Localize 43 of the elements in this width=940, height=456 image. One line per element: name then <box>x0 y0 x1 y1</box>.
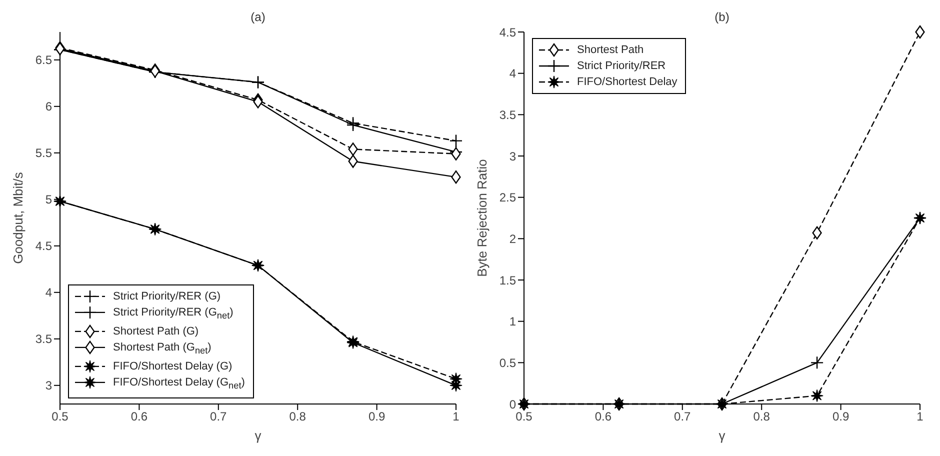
y-tick-label: 1.5 <box>499 273 516 288</box>
x-tick-label: 0.7 <box>210 410 228 424</box>
legend-label: Strict Priority/RER <box>577 60 666 72</box>
y-tick-label: 6 <box>45 100 52 114</box>
y-tick-label: 3 <box>45 378 52 393</box>
y-axis-title: Byte Rejection Ratio <box>474 159 490 277</box>
x-axis-title: γ <box>718 428 726 443</box>
legend-label: Shortest Path <box>577 44 644 56</box>
x-tick-label: 1 <box>916 410 924 424</box>
x-tick-label: 0.6 <box>594 410 612 424</box>
legend-label: Strict Priority/RER (G) <box>113 290 221 302</box>
y-tick-label: 6.5 <box>35 53 52 68</box>
y-tick-label: 4.5 <box>499 25 516 40</box>
legend-label: Strict Priority/RER (G$_{net}$) <box>113 306 234 321</box>
y-tick-label: 4 <box>509 66 516 81</box>
legend-label: FIFO/Shortest Delay <box>577 76 678 88</box>
y-tick-label: 4 <box>45 286 52 300</box>
x-tick-label: 0.8 <box>289 410 306 424</box>
y-tick-label: 2 <box>509 232 516 246</box>
y-tick-label: 3.5 <box>499 108 516 122</box>
legend-label: FIFO/Shortest Delay (G) <box>113 360 232 373</box>
legend-label: Shortest Path (G) <box>113 326 199 338</box>
x-tick-label: 0.9 <box>368 410 386 424</box>
legend-label: Shortest Path (G$_{net}$) <box>113 342 212 356</box>
legend-label: FIFO/Shortest Delay (G$_{net}$) <box>113 376 245 391</box>
y-tick-label: 3 <box>509 149 516 164</box>
y-tick-label: 2.5 <box>499 190 516 205</box>
x-axis-title: γ <box>254 428 262 443</box>
chart-title: (b) <box>714 10 730 24</box>
y-tick-label: 5 <box>45 192 52 207</box>
x-tick-label: 1 <box>452 410 460 424</box>
x-tick-label: 0.7 <box>674 410 692 424</box>
y-tick-label: 0.5 <box>499 356 516 370</box>
y-axis-title: Goodput, Mbit/s <box>10 172 26 264</box>
y-tick-label: 0 <box>509 397 516 412</box>
x-tick-label: 0.6 <box>130 410 148 424</box>
chart-title: (a) <box>250 10 266 24</box>
y-tick-label: 5.5 <box>35 146 52 160</box>
y-tick-label: 3.5 <box>35 332 52 346</box>
x-tick-label: 0.8 <box>753 410 770 424</box>
x-tick-label: 0.9 <box>832 410 850 424</box>
y-tick-label: 4.5 <box>35 239 52 254</box>
y-tick-label: 1 <box>509 314 516 329</box>
